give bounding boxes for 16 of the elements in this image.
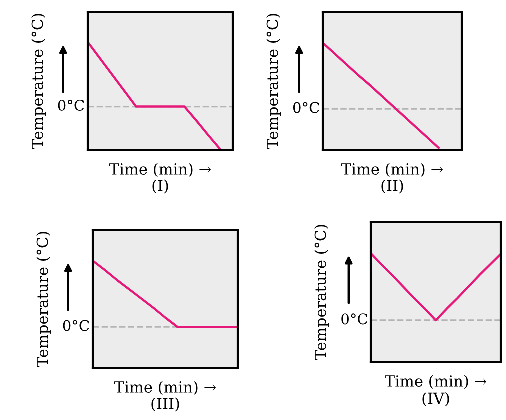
text: (IV) — [422, 392, 450, 406]
text: (I) — [152, 180, 168, 194]
y-axis-title: Temperature (°C) — [32, 14, 46, 149]
x-axis-title: Time (min) → — [342, 163, 444, 178]
x-axis-title: Time (min) → — [110, 163, 212, 178]
y-axis-title: Temperature (°C) — [266, 14, 282, 149]
text: (II) — [382, 180, 404, 194]
y-axis-title: Temperature (°C) — [36, 232, 52, 367]
ref-line-label: 0°C — [63, 320, 90, 332]
ref-line-label: 0°C — [58, 100, 84, 112]
y-axis-title: Temperature (°C) — [314, 225, 330, 360]
x-axis-title: Time (min) → — [385, 375, 487, 390]
x-axis-title: Time (min) → — [114, 381, 216, 396]
ref-line-label: 0°C — [342, 314, 368, 325]
ref-line-label: 0°C — [293, 102, 320, 114]
text: (III) — [152, 398, 180, 412]
